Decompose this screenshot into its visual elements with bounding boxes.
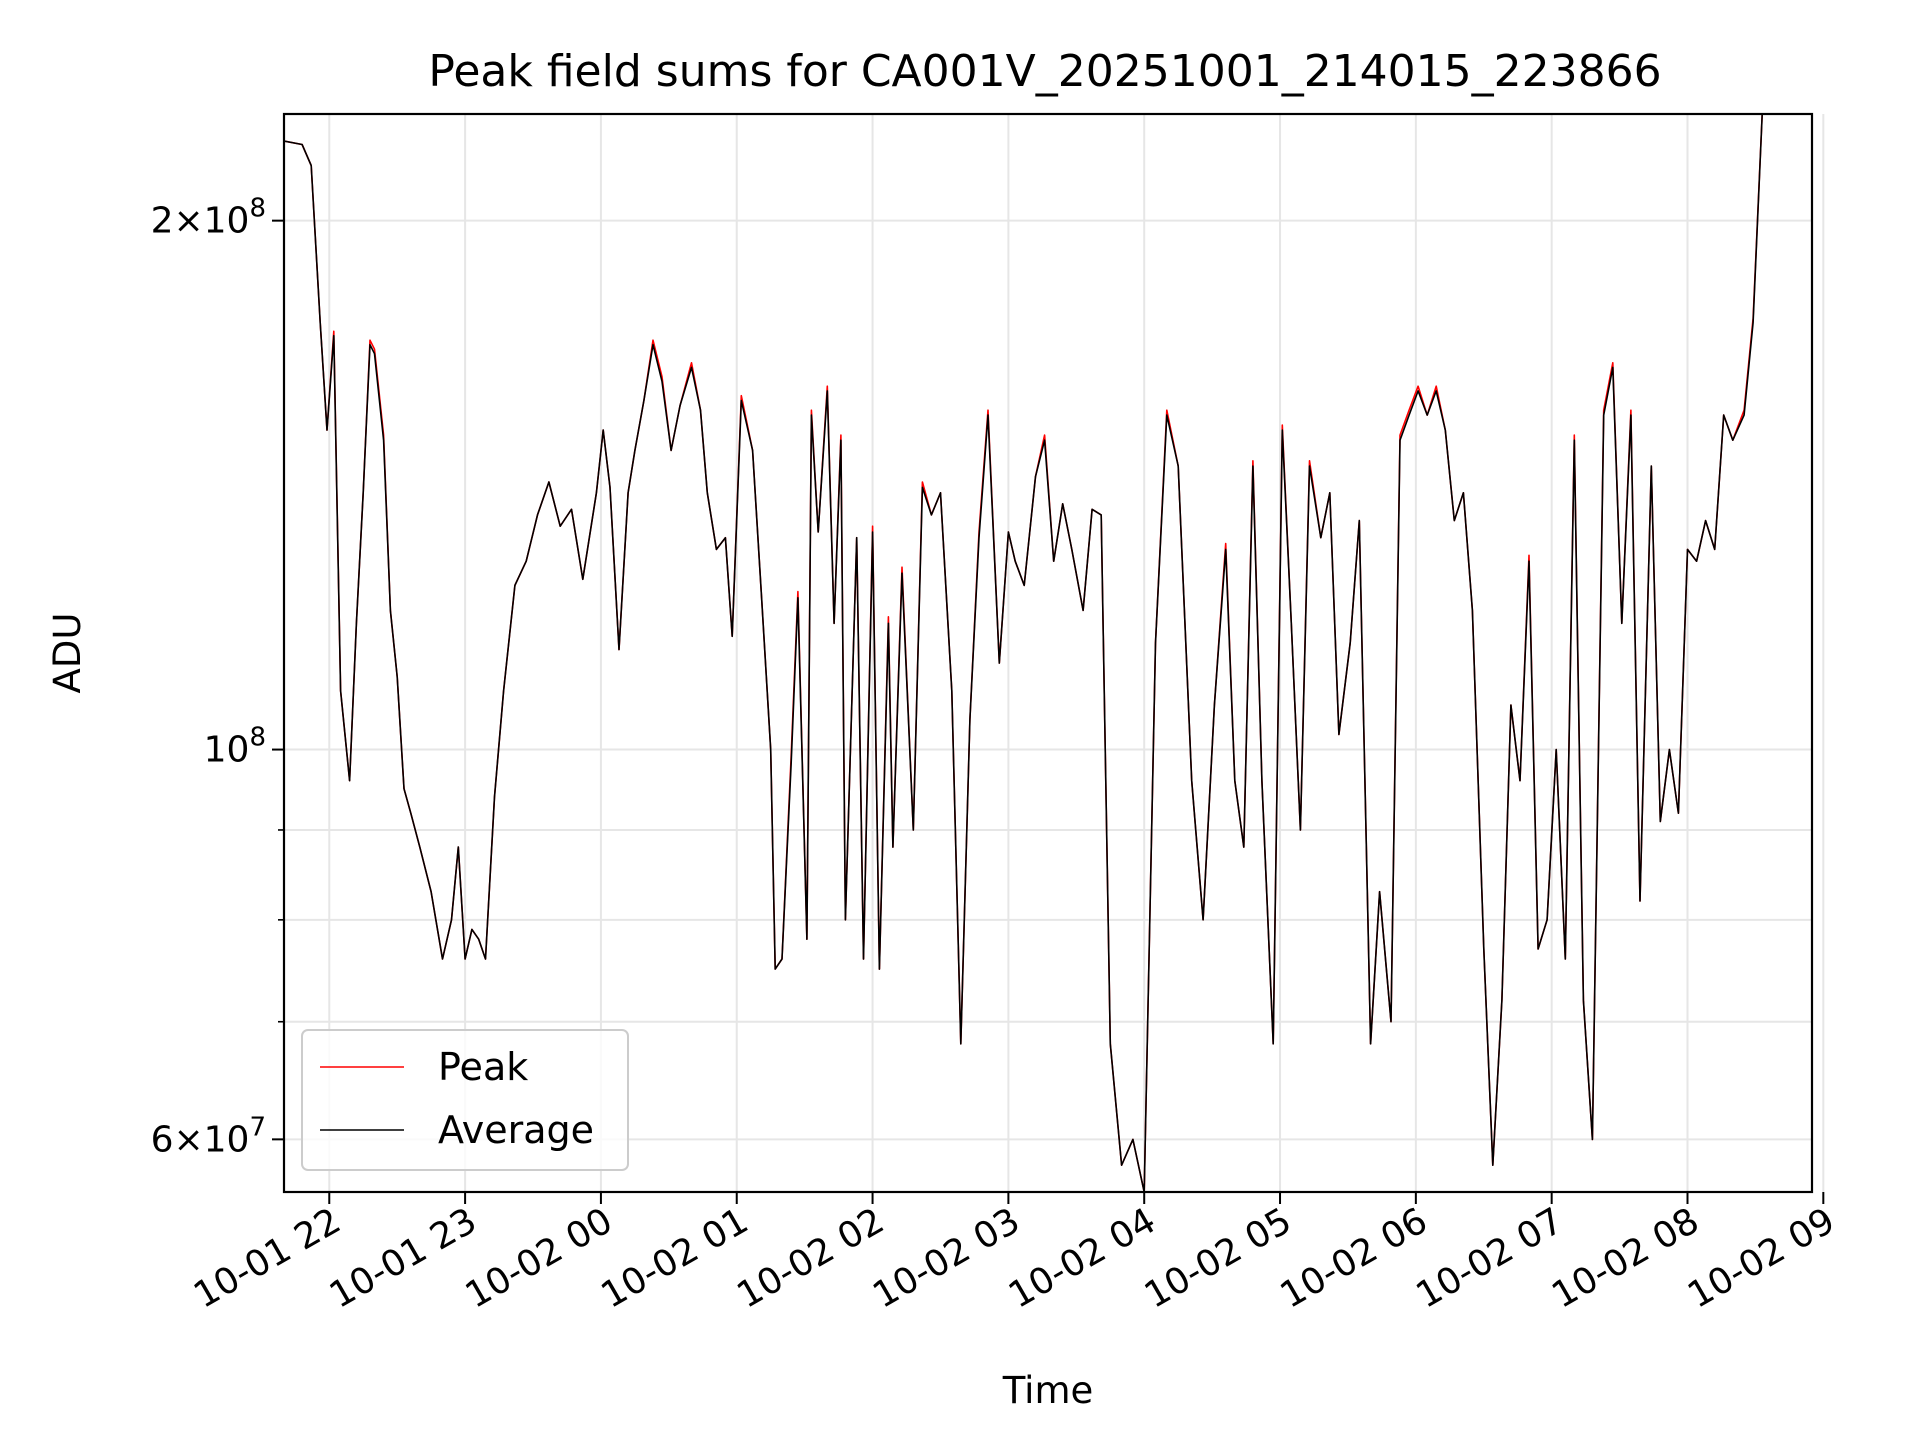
y-tick-label: 6×107 [151, 1112, 266, 1160]
plot-area-frame [282, 112, 1814, 1194]
series-line-average [284, 114, 1764, 1192]
legend: Peak Average [301, 1029, 629, 1171]
x-axis-label: Time [1002, 1369, 1094, 1412]
series-lines [284, 114, 1764, 1192]
legend-box [301, 1029, 629, 1171]
y-tick-label: 108 [204, 723, 266, 771]
chart-title: Peak field sums for CA001V_20251001_2140… [428, 46, 1661, 97]
y-tick-label: 2×108 [151, 194, 266, 242]
y-axis-ticks: 2×108 108 6×107 [151, 194, 284, 1160]
legend-label-average: Average [438, 1108, 594, 1152]
y-axis-label: ADU [46, 613, 89, 694]
legend-label-peak: Peak [438, 1045, 528, 1089]
